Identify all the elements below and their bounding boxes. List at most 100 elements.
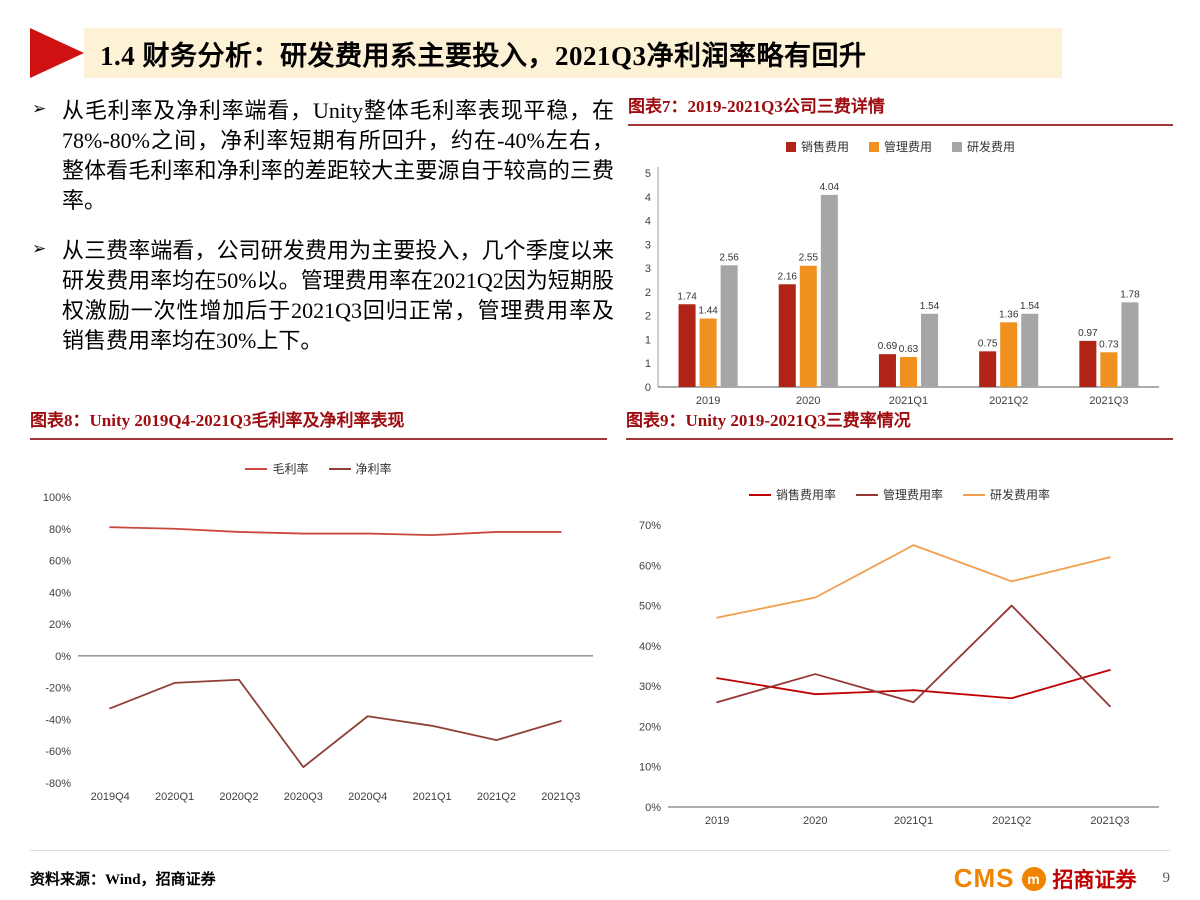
svg-text:0%: 0%: [55, 651, 71, 663]
svg-text:0%: 0%: [645, 802, 661, 814]
legend-item: 研发费用率: [963, 486, 1050, 503]
svg-text:0.97: 0.97: [1078, 328, 1098, 339]
brand-logo: CMS m 招商证券: [954, 863, 1137, 894]
figure-9-expense-rate-line-chart: 图表9：Unity 2019-2021Q3三费率情况 销售费用率 管理费用率 研发费…: [626, 406, 1173, 829]
figure-9-title: 图表9：Unity 2019-2021Q3三费率情况: [626, 406, 1173, 440]
legend-label: 毛利率: [272, 462, 309, 476]
svg-text:3: 3: [645, 239, 651, 251]
bullet-list: ➢ 从毛利率及净利率端看，Unity整体毛利率表现平稳，在78%-80%之间，净…: [32, 96, 614, 376]
svg-text:2019: 2019: [705, 815, 729, 827]
figure-7-expenses-bar-chart: 图表7：2019-2021Q3公司三费详情 销售费用 管理费用 研发费用 0 1 1 2 2…: [628, 92, 1173, 409]
svg-text:50%: 50%: [639, 601, 661, 613]
legend-line-icon: [245, 467, 268, 470]
svg-text:1: 1: [645, 334, 651, 346]
legend-line-icon: [963, 493, 985, 496]
legend-label: 管理费用率: [882, 488, 943, 502]
cms-logo-icon: m: [1021, 866, 1046, 891]
svg-text:2021Q3: 2021Q3: [1090, 815, 1129, 827]
svg-text:2021Q2: 2021Q2: [989, 395, 1028, 407]
legend-label: 研发费用: [967, 140, 1016, 154]
svg-text:2020Q3: 2020Q3: [284, 791, 323, 803]
legend-item: 管理费用率: [855, 486, 943, 503]
page-title: 1.4 财务分析：研发费用系主要投入，2021Q3净利润率略有回升: [100, 40, 867, 71]
bullet-arrow-icon: ➢: [32, 239, 47, 258]
svg-text:2020Q2: 2020Q2: [219, 791, 258, 803]
svg-text:80%: 80%: [49, 524, 71, 536]
figure-9-legend: 销售费用率 管理费用率 研发费用率: [626, 486, 1173, 503]
svg-text:2021Q2: 2021Q2: [477, 791, 516, 803]
svg-text:2020: 2020: [796, 395, 820, 407]
legend-square-icon: [952, 141, 962, 152]
svg-text:2.16: 2.16: [778, 271, 798, 282]
figure-9-plot: 0% 10% 20% 30% 40% 50% 60% 70% 2019 2020 2021Q1 202…: [626, 511, 1173, 829]
line-chart-svg: 0% 10% 20% 30% 40% 50% 60% 70% 2019 2020 2021Q1 202…: [639, 520, 1159, 827]
svg-text:20%: 20%: [49, 619, 71, 631]
svg-text:2.55: 2.55: [799, 253, 819, 264]
svg-text:2021Q3: 2021Q3: [1089, 395, 1128, 407]
cms-logo-text: CMS: [953, 863, 1015, 893]
figure-7-plot: 0 1 1 2 2 3 3 4 4 5 2019 2020 2021Q1 2021Q2 2021Q3 1.74…: [628, 159, 1173, 409]
svg-text:4: 4: [645, 216, 651, 228]
svg-text:10%: 10%: [639, 762, 661, 774]
svg-text:0.63: 0.63: [899, 344, 919, 355]
svg-text:2021Q1: 2021Q1: [412, 791, 451, 803]
svg-text:40%: 40%: [639, 641, 661, 653]
svg-text:1.74: 1.74: [677, 291, 697, 302]
svg-text:2020: 2020: [803, 815, 827, 827]
legend-item: 销售费用率: [748, 486, 836, 503]
legend-square-icon: [785, 141, 796, 152]
legend-label: 销售费用: [800, 140, 849, 154]
svg-text:0: 0: [645, 382, 651, 394]
legend-label: 管理费用: [883, 140, 932, 154]
svg-text:30%: 30%: [639, 681, 661, 693]
legend-item: 管理费用: [868, 138, 932, 155]
svg-text:2021Q3: 2021Q3: [541, 791, 580, 803]
svg-text:1.78: 1.78: [1120, 289, 1140, 300]
bullet-item: ➢ 从毛利率及净利率端看，Unity整体毛利率表现平稳，在78%-80%之间，净…: [32, 96, 614, 216]
bullet-text: 从毛利率及净利率端看，Unity整体毛利率表现平稳，在78%-80%之间，净利率…: [62, 98, 614, 213]
red-arrow-icon: [30, 28, 84, 78]
svg-text:-20%: -20%: [45, 683, 71, 695]
figure-7-title: 图表7：2019-2021Q3公司三费详情: [628, 92, 1173, 126]
svg-text:40%: 40%: [49, 587, 71, 599]
svg-text:4.04: 4.04: [820, 182, 840, 193]
figure-8-margin-line-chart: 图表8：Unity 2019Q4-2021Q3毛利率及净利率表现 毛利率 净利率 …: [30, 406, 607, 805]
svg-text:60%: 60%: [639, 560, 661, 572]
svg-text:2.56: 2.56: [719, 252, 739, 263]
svg-text:2: 2: [645, 287, 651, 299]
svg-text:0.69: 0.69: [878, 341, 898, 352]
svg-text:2021Q2: 2021Q2: [992, 815, 1031, 827]
svg-text:-40%: -40%: [45, 714, 71, 726]
legend-item: 研发费用: [952, 138, 1015, 155]
svg-text:2020Q1: 2020Q1: [155, 791, 194, 803]
svg-text:5: 5: [645, 168, 651, 180]
svg-text:2019Q4: 2019Q4: [91, 791, 130, 803]
legend-item: 销售费用: [785, 138, 849, 155]
source-note: 资料来源：Wind，招商证券: [30, 872, 216, 888]
figure-8-legend: 毛利率 净利率: [30, 460, 607, 477]
title-box: 1.4 财务分析：研发费用系主要投入，2021Q3净利润率略有回升: [84, 28, 1062, 78]
page-number: 9: [1162, 870, 1171, 886]
svg-text:1.54: 1.54: [920, 301, 940, 312]
legend-line-icon: [328, 467, 351, 470]
svg-text:-80%: -80%: [45, 778, 71, 790]
legend-label: 净利率: [355, 462, 392, 476]
legend-item: 净利率: [328, 460, 392, 477]
svg-text:100%: 100%: [43, 492, 71, 504]
svg-text:70%: 70%: [639, 520, 661, 532]
legend-square-icon: [868, 141, 879, 152]
legend-item: 毛利率: [245, 460, 309, 477]
footer: 资料来源：Wind，招商证券 CMS m 招商证券 9: [30, 850, 1170, 894]
svg-text:-60%: -60%: [45, 746, 71, 758]
svg-text:1: 1: [645, 358, 651, 370]
svg-text:4: 4: [645, 192, 651, 204]
svg-text:60%: 60%: [49, 556, 71, 568]
bullet-arrow-icon: ➢: [32, 99, 47, 118]
svg-text:3: 3: [645, 263, 651, 275]
svg-text:20%: 20%: [639, 721, 661, 733]
line-chart-svg: -80% -60% -40% -20% 0% 20% 40% 60% 80% 100% 2019Q4…: [43, 492, 593, 803]
legend-label: 销售费用率: [775, 488, 836, 502]
figure-8-title: 图表8：Unity 2019Q4-2021Q3毛利率及净利率表现: [30, 406, 607, 440]
legend-line-icon: [855, 493, 878, 496]
